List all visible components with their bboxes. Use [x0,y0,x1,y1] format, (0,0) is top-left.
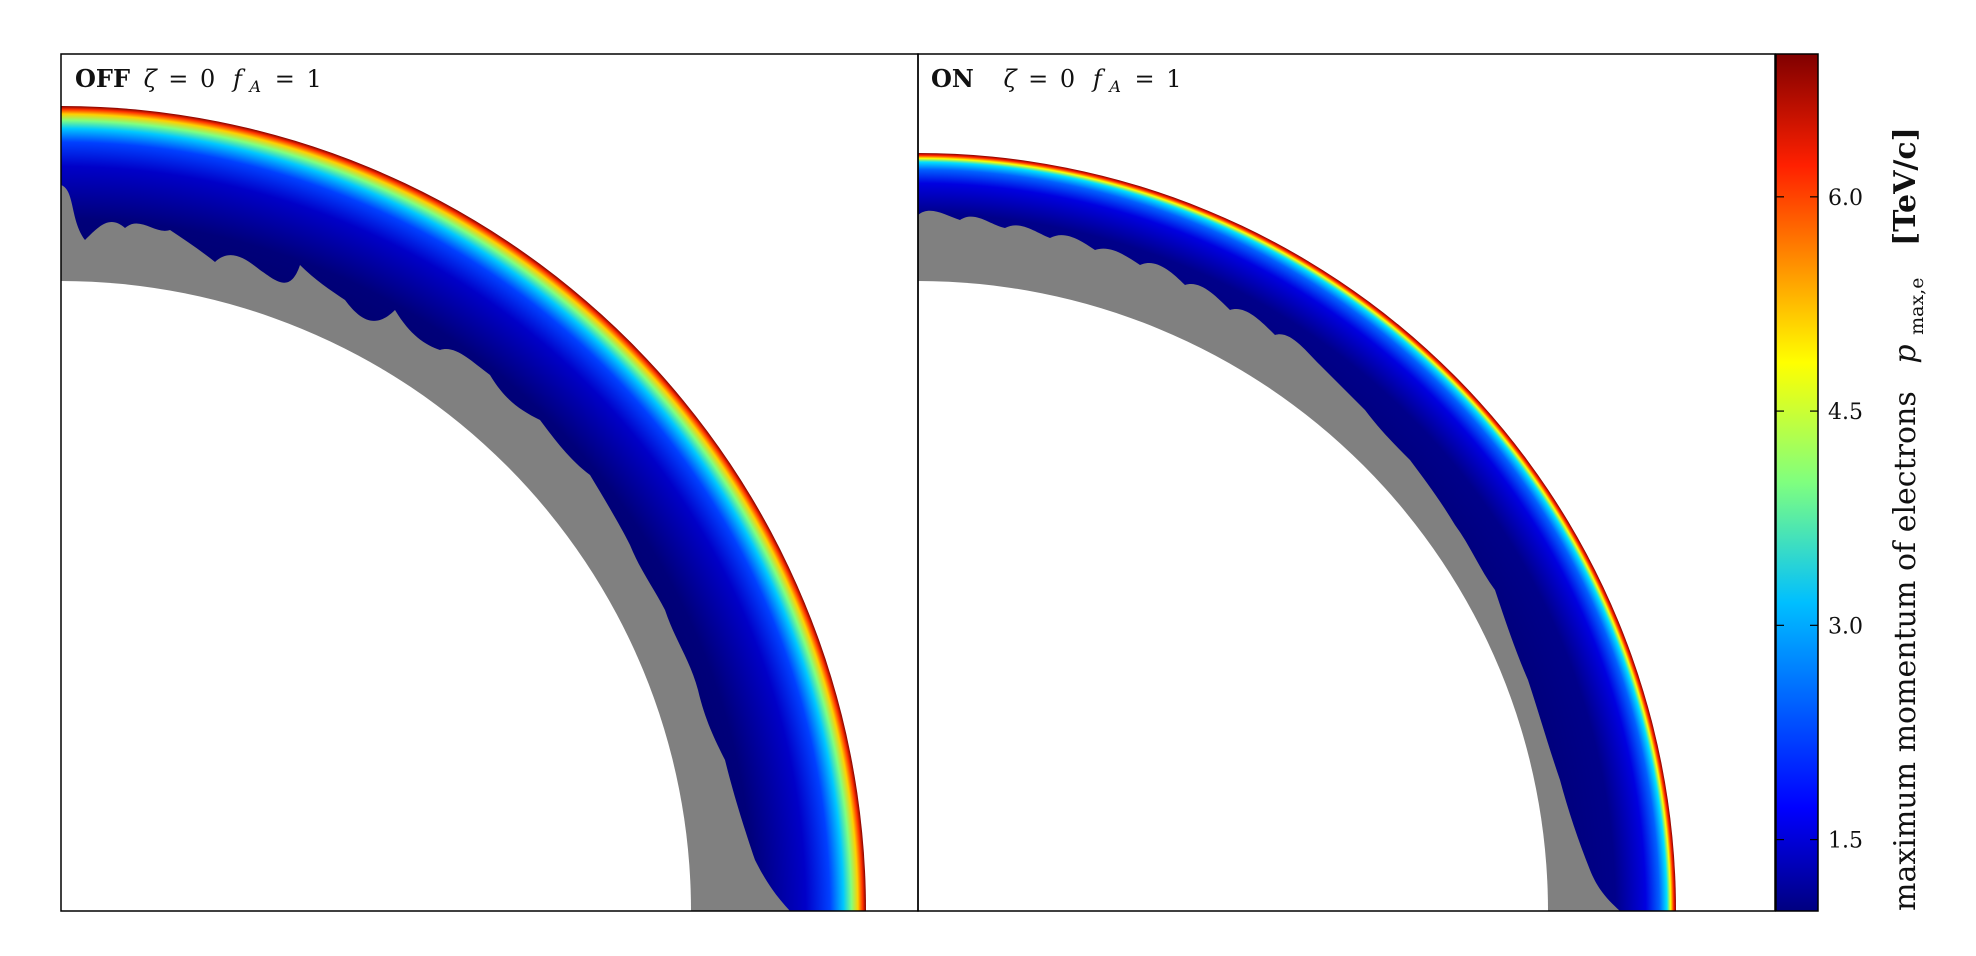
colorbar-tick-label: 3.0 [1828,614,1863,639]
colorbar-ramp [1775,53,1819,912]
colorbar-tick-label: 6.0 [1828,186,1863,211]
panel-off-label: OFF ζ = 0 f A = 1 [75,64,322,98]
colorbar-tick-label: 4.5 [1828,400,1863,425]
colorbar-ticks: 1.5 3.0 4.5 6.0 [1776,186,1863,854]
colorbar-title: maximum momentum of electrons p max,e [T… [1888,127,1931,911]
inner-void-off [61,281,691,911]
panel-on-frame [917,53,1776,912]
panel-off [61,54,918,911]
inner-void-on [918,281,1548,911]
colorbar: 1.5 3.0 4.5 6.0 maximum momentum of electro… [1775,53,1931,912]
panel-on [918,54,1775,911]
colorbar-tick-label: 1.5 [1828,829,1863,854]
panel-on-label: ON ζ = 0 f A = 1 [931,64,1182,98]
